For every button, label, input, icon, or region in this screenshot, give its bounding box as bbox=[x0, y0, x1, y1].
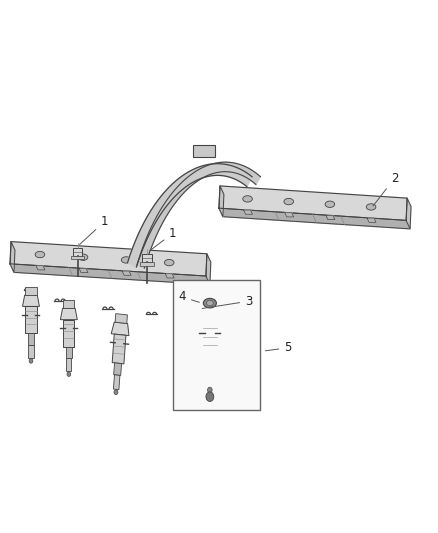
Bar bbox=[113, 375, 120, 390]
Polygon shape bbox=[79, 268, 88, 272]
Text: 3: 3 bbox=[202, 295, 252, 309]
Bar bbox=[25, 287, 36, 295]
Ellipse shape bbox=[284, 198, 293, 205]
Polygon shape bbox=[10, 241, 207, 276]
Bar bbox=[114, 363, 122, 375]
Text: 1: 1 bbox=[80, 215, 108, 245]
Polygon shape bbox=[10, 241, 15, 272]
Bar bbox=[73, 248, 82, 256]
Circle shape bbox=[208, 387, 212, 393]
Bar bbox=[193, 144, 215, 157]
Polygon shape bbox=[122, 271, 131, 275]
Polygon shape bbox=[326, 215, 335, 220]
Polygon shape bbox=[219, 186, 407, 220]
Text: 2: 2 bbox=[373, 172, 399, 206]
Polygon shape bbox=[111, 322, 129, 336]
Polygon shape bbox=[206, 254, 211, 285]
Text: 5: 5 bbox=[265, 341, 292, 354]
Polygon shape bbox=[36, 265, 45, 270]
Circle shape bbox=[206, 392, 214, 401]
Ellipse shape bbox=[206, 301, 213, 306]
Polygon shape bbox=[219, 186, 224, 216]
Bar bbox=[66, 358, 71, 372]
Ellipse shape bbox=[35, 252, 45, 258]
Text: 1: 1 bbox=[149, 227, 177, 251]
Bar bbox=[115, 313, 127, 324]
Text: 4: 4 bbox=[179, 290, 199, 303]
Ellipse shape bbox=[366, 204, 376, 210]
Bar bbox=[203, 298, 217, 309]
Polygon shape bbox=[165, 274, 174, 278]
Polygon shape bbox=[367, 218, 376, 222]
Circle shape bbox=[67, 372, 71, 376]
Bar bbox=[64, 320, 74, 346]
Bar bbox=[203, 322, 217, 356]
Ellipse shape bbox=[121, 257, 131, 263]
Bar bbox=[173, 280, 260, 410]
Polygon shape bbox=[60, 309, 77, 320]
Bar bbox=[207, 370, 213, 386]
Polygon shape bbox=[10, 264, 210, 285]
Polygon shape bbox=[406, 198, 411, 229]
Ellipse shape bbox=[325, 201, 335, 207]
Bar bbox=[28, 334, 34, 345]
Bar bbox=[142, 254, 152, 262]
Polygon shape bbox=[244, 210, 253, 214]
Bar bbox=[141, 262, 154, 266]
Bar bbox=[71, 256, 84, 260]
Polygon shape bbox=[199, 309, 220, 322]
Polygon shape bbox=[127, 164, 252, 267]
Bar bbox=[206, 356, 214, 370]
Bar bbox=[112, 334, 126, 364]
Ellipse shape bbox=[203, 298, 216, 308]
Ellipse shape bbox=[243, 196, 252, 202]
Ellipse shape bbox=[164, 260, 174, 266]
Bar bbox=[28, 345, 34, 358]
Circle shape bbox=[114, 390, 118, 394]
Circle shape bbox=[29, 359, 33, 363]
Polygon shape bbox=[219, 208, 410, 229]
Polygon shape bbox=[137, 162, 261, 268]
Polygon shape bbox=[285, 213, 294, 217]
Bar bbox=[66, 346, 72, 358]
Ellipse shape bbox=[78, 254, 88, 261]
Bar bbox=[64, 300, 74, 309]
Polygon shape bbox=[22, 295, 39, 306]
Bar bbox=[25, 306, 36, 334]
